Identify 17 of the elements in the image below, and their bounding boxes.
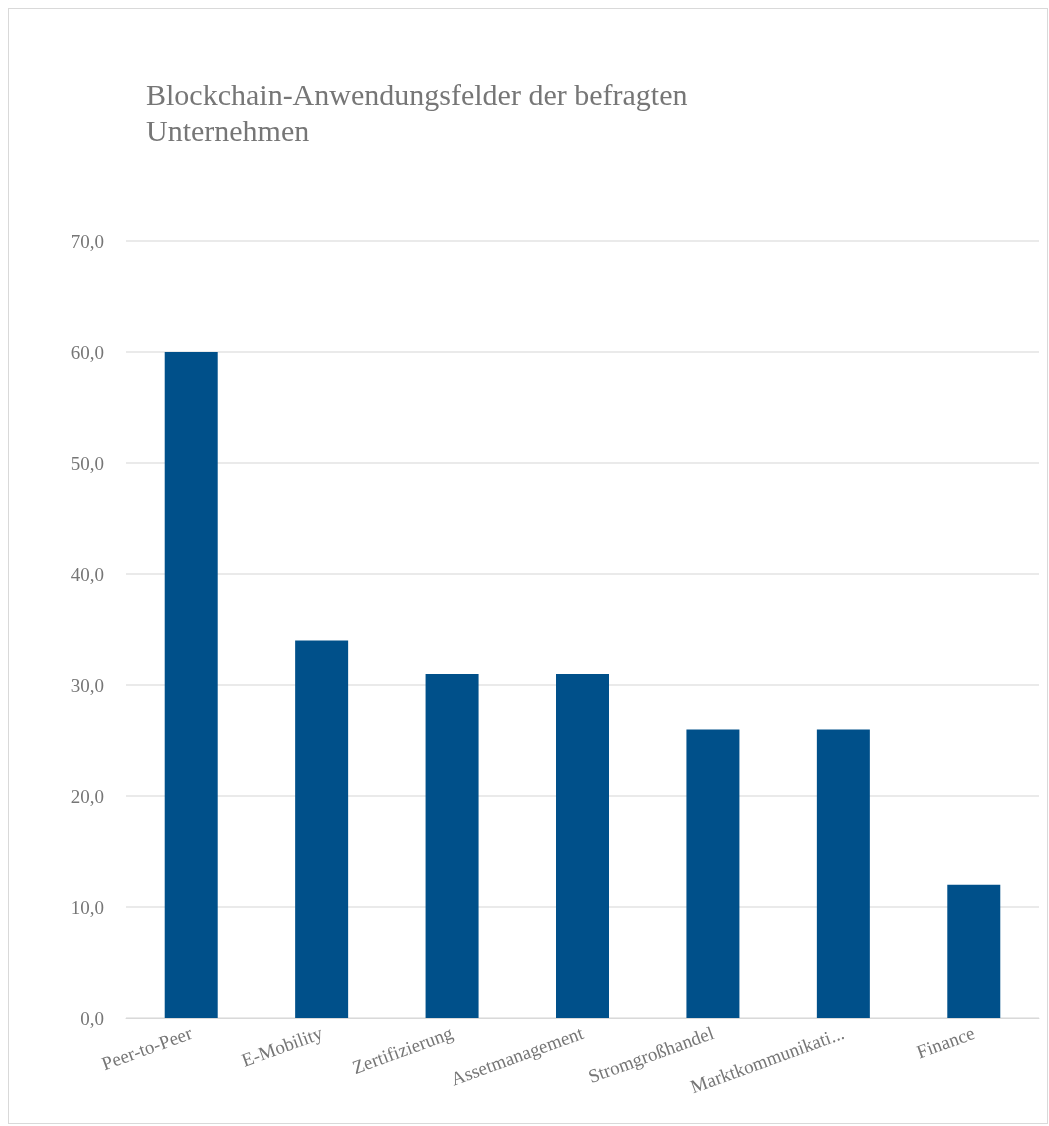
y-tick-label: 10,0	[70, 896, 104, 918]
y-tick-label: 60,0	[70, 341, 104, 363]
bar	[686, 729, 740, 1018]
bar	[425, 673, 479, 1018]
x-tick-label: Finance	[913, 1022, 978, 1063]
y-tick-label: 30,0	[70, 674, 104, 696]
chart-title: Blockchain-Anwendungsfelder der befragten Unternehmen	[146, 77, 695, 147]
y-tick-label: 50,0	[70, 452, 104, 474]
y-tick-label: 40,0	[70, 563, 104, 585]
bar	[164, 352, 218, 1018]
y-tick-label: 70,0	[70, 230, 104, 252]
y-tick-label: 0,0	[80, 1007, 104, 1029]
y-tick-label: 20,0	[70, 785, 104, 807]
bar	[556, 673, 609, 1018]
bar	[947, 884, 1001, 1018]
bar	[816, 729, 870, 1018]
bar	[295, 640, 349, 1018]
